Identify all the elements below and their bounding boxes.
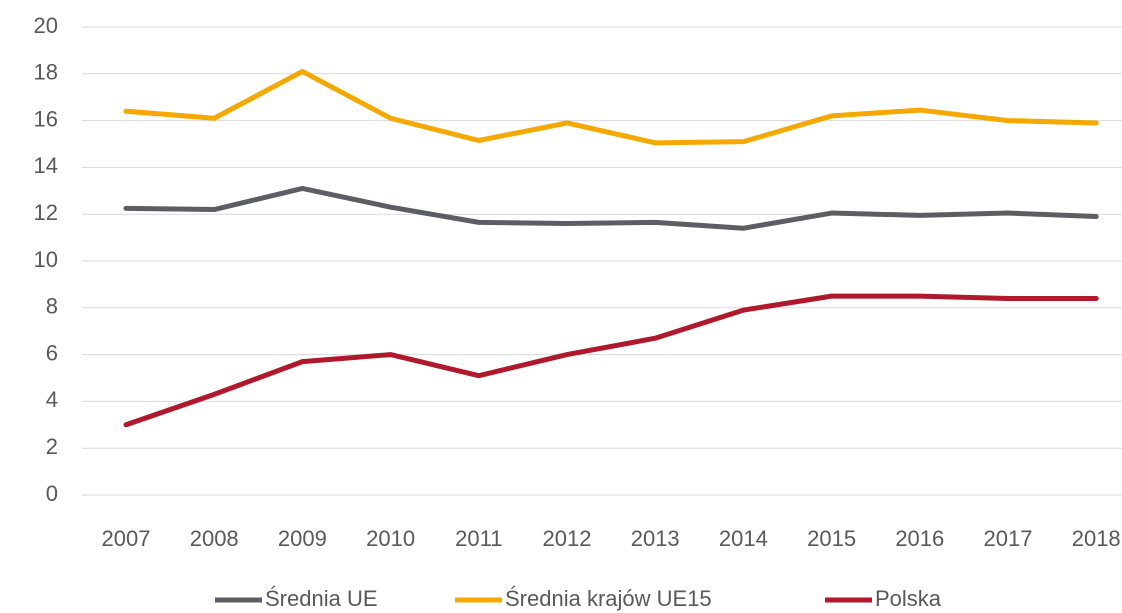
x-tick-label: 2015 xyxy=(807,526,856,551)
legend-label: Średnia UE xyxy=(265,586,378,611)
y-tick-label: 10 xyxy=(34,247,58,272)
y-tick-label: 4 xyxy=(46,387,58,412)
x-tick-label: 2012 xyxy=(543,526,592,551)
series-line xyxy=(123,68,1099,146)
x-tick-label: 2016 xyxy=(895,526,944,551)
legend-label: Polska xyxy=(875,586,942,611)
y-tick-label: 20 xyxy=(34,13,58,38)
x-tick-label: 2017 xyxy=(984,526,1033,551)
series-line xyxy=(123,293,1099,428)
x-tick-label: 2011 xyxy=(455,526,502,551)
x-tick-label: 2018 xyxy=(1072,526,1121,551)
y-tick-label: 6 xyxy=(46,340,58,365)
x-tick-label: 2013 xyxy=(631,526,680,551)
y-tick-label: 2 xyxy=(46,434,58,459)
series-line xyxy=(123,185,1099,231)
y-tick-label: 14 xyxy=(34,153,58,178)
y-tick-label: 16 xyxy=(34,106,58,131)
legend-label: Średnia krajów UE15 xyxy=(505,586,712,611)
y-tick-label: 18 xyxy=(34,60,58,85)
x-tick-label: 2008 xyxy=(190,526,239,551)
x-tick-label: 2009 xyxy=(278,526,327,551)
y-tick-label: 0 xyxy=(46,481,58,506)
y-tick-label: 8 xyxy=(46,294,58,319)
x-tick-label: 2007 xyxy=(102,526,151,551)
y-tick-label: 12 xyxy=(34,200,58,225)
x-tick-label: 2010 xyxy=(366,526,415,551)
x-tick-label: 2014 xyxy=(719,526,768,551)
